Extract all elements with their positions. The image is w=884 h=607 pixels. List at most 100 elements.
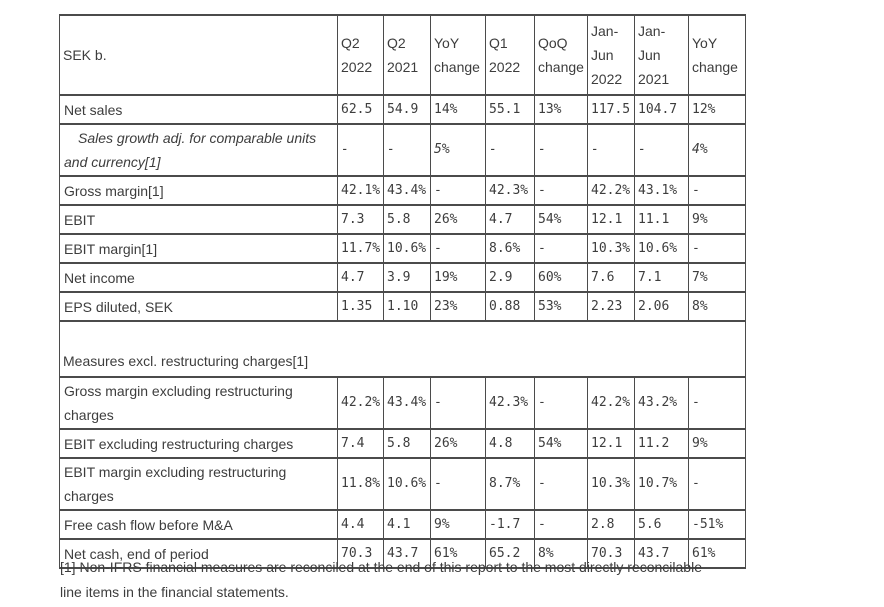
cell-value: 10.3% — [587, 233, 635, 264]
cell-value: 4.7 — [337, 262, 384, 293]
cell-value: 4% — [688, 123, 746, 177]
cell-value: - — [688, 457, 746, 511]
cell-value: - — [534, 376, 588, 430]
cell-value: - — [337, 123, 384, 177]
row-label: Gross margin excluding restructuring cha… — [59, 376, 338, 430]
cell-value: 55.1 — [485, 94, 535, 125]
financial-summary-table: SEK b. Q2 2022 Q2 2021 YoY change Q1 202… — [59, 14, 746, 569]
cell-value: - — [430, 457, 486, 511]
cell-value: 43.4% — [383, 376, 431, 430]
cell-value: 1.10 — [383, 291, 431, 322]
table-row-ebit: EBIT 7.3 5.8 26% 4.7 54% 12.1 11.1 9% — [59, 204, 746, 235]
cell-value: - — [534, 509, 588, 540]
cell-value: 13% — [534, 94, 588, 125]
cell-value: 12.1 — [587, 204, 635, 235]
row-label: EBIT — [59, 204, 338, 235]
table-header-row: SEK b. Q2 2022 Q2 2021 YoY change Q1 202… — [59, 14, 746, 96]
cell-value: 2.23 — [587, 291, 635, 322]
cell-value: 11.8% — [337, 457, 384, 511]
cell-value: - — [534, 233, 588, 264]
table-section-header-row: Measures excl. restructuring charges[1] — [59, 320, 746, 378]
cell-value: 104.7 — [634, 94, 689, 125]
cell-value: 7% — [688, 262, 746, 293]
table-row-eps-diluted: EPS diluted, SEK 1.35 1.10 23% 0.88 53% … — [59, 291, 746, 322]
cell-value: 4.7 — [485, 204, 535, 235]
cell-value: 7.6 — [587, 262, 635, 293]
cell-value: 5% — [430, 123, 486, 177]
cell-value: 43.1% — [634, 175, 689, 206]
cell-value: 7.3 — [337, 204, 384, 235]
row-label: EPS diluted, SEK — [59, 291, 338, 322]
cell-value: - — [534, 123, 588, 177]
cell-value: 19% — [430, 262, 486, 293]
cell-value: 8% — [688, 291, 746, 322]
cell-value: 3.9 — [383, 262, 431, 293]
cell-value: 7.1 — [634, 262, 689, 293]
cell-value: 42.1% — [337, 175, 384, 206]
cell-value: 10.6% — [383, 457, 431, 511]
column-header-q2-2022: Q2 2022 — [337, 14, 384, 96]
cell-value: 43.7 — [634, 538, 689, 569]
cell-value: 10.7% — [634, 457, 689, 511]
cell-value: 1.35 — [337, 291, 384, 322]
cell-value: - — [534, 457, 588, 511]
cell-value: 42.3% — [485, 376, 535, 430]
table-row-ebit-margin: EBIT margin[1] 11.7% 10.6% - 8.6% - 10.3… — [59, 233, 746, 264]
cell-value: 70.3 — [337, 538, 384, 569]
row-label: Net sales — [59, 94, 338, 125]
column-header-qoq-change: QoQ change — [534, 14, 588, 96]
cell-value: 9% — [688, 428, 746, 459]
cell-value: 26% — [430, 428, 486, 459]
cell-value: 53% — [534, 291, 588, 322]
row-label: Sales growth adj. for comparable units a… — [59, 123, 338, 177]
section-title: Measures excl. restructuring charges[1] — [59, 320, 746, 378]
row-label: EBIT margin excluding restructuring char… — [59, 457, 338, 511]
cell-value: 60% — [534, 262, 588, 293]
table-row-free-cash-flow: Free cash flow before M&A 4.4 4.1 9% -1.… — [59, 509, 746, 540]
cell-value: - — [485, 123, 535, 177]
table-row-net-income: Net income 4.7 3.9 19% 2.9 60% 7.6 7.1 7… — [59, 262, 746, 293]
footnote-text: [1] Non-IFRS financial measures are reco… — [60, 559, 702, 600]
cell-value: 43.2% — [634, 376, 689, 430]
cell-value: 5.8 — [383, 428, 431, 459]
cell-value: 70.3 — [587, 538, 635, 569]
cell-value: 8.6% — [485, 233, 535, 264]
cell-value: 54.9 — [383, 94, 431, 125]
table-row-gross-margin-excl: Gross margin excluding restructuring cha… — [59, 376, 746, 430]
cell-value: 4.1 — [383, 509, 431, 540]
cell-value: 61% — [688, 538, 746, 569]
cell-value: 23% — [430, 291, 486, 322]
cell-value: 7.4 — [337, 428, 384, 459]
cell-value: 10.3% — [587, 457, 635, 511]
cell-value: 117.5 — [587, 94, 635, 125]
cell-value: 26% — [430, 204, 486, 235]
cell-value: 5.6 — [634, 509, 689, 540]
cell-value: - — [534, 175, 588, 206]
cell-value: 9% — [688, 204, 746, 235]
cell-value: - — [587, 123, 635, 177]
cell-value: 54% — [534, 428, 588, 459]
cell-value: 9% — [430, 509, 486, 540]
cell-value: 42.2% — [337, 376, 384, 430]
cell-value: 62.5 — [337, 94, 384, 125]
cell-value: 10.6% — [634, 233, 689, 264]
column-header-jan-jun-2021: Jan-Jun 2021 — [634, 14, 689, 96]
cell-value: 4.4 — [337, 509, 384, 540]
row-label: Net cash, end of period — [59, 538, 338, 569]
cell-value: 42.3% — [485, 175, 535, 206]
cell-value: - — [430, 233, 486, 264]
cell-value: 8.7% — [485, 457, 535, 511]
cell-value: 11.2 — [634, 428, 689, 459]
cell-value: 12.1 — [587, 428, 635, 459]
cell-value: 4.8 — [485, 428, 535, 459]
cell-value: - — [688, 175, 746, 206]
cell-value: 11.1 — [634, 204, 689, 235]
table-row-sales-growth-adj: Sales growth adj. for comparable units a… — [59, 123, 746, 177]
cell-value: - — [688, 376, 746, 430]
cell-value: 14% — [430, 94, 486, 125]
cell-value: 12% — [688, 94, 746, 125]
cell-value: 42.2% — [587, 175, 635, 206]
cell-value: 5.8 — [383, 204, 431, 235]
column-header-q2-2021: Q2 2021 — [383, 14, 431, 96]
